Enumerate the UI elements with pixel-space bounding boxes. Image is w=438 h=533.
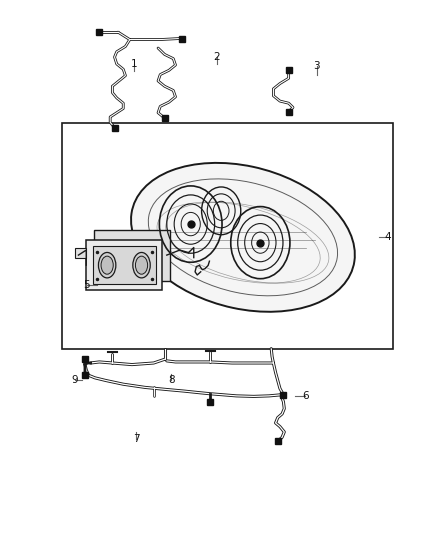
Ellipse shape — [131, 163, 355, 312]
Text: 2: 2 — [213, 52, 220, 61]
Text: 3: 3 — [314, 61, 320, 71]
Text: 7: 7 — [133, 434, 140, 444]
Text: 8: 8 — [168, 375, 174, 385]
Ellipse shape — [99, 253, 116, 278]
Bar — [62, 123, 393, 349]
Ellipse shape — [135, 256, 148, 274]
Ellipse shape — [133, 253, 150, 278]
Ellipse shape — [101, 256, 113, 274]
Text: 1: 1 — [131, 59, 138, 69]
FancyBboxPatch shape — [94, 230, 170, 281]
Text: 9: 9 — [71, 375, 78, 385]
Text: 5: 5 — [83, 280, 89, 290]
Bar — [75, 247, 86, 257]
Text: 4: 4 — [385, 232, 391, 243]
Bar — [93, 246, 156, 284]
FancyBboxPatch shape — [86, 240, 162, 290]
Text: 6: 6 — [302, 391, 308, 401]
